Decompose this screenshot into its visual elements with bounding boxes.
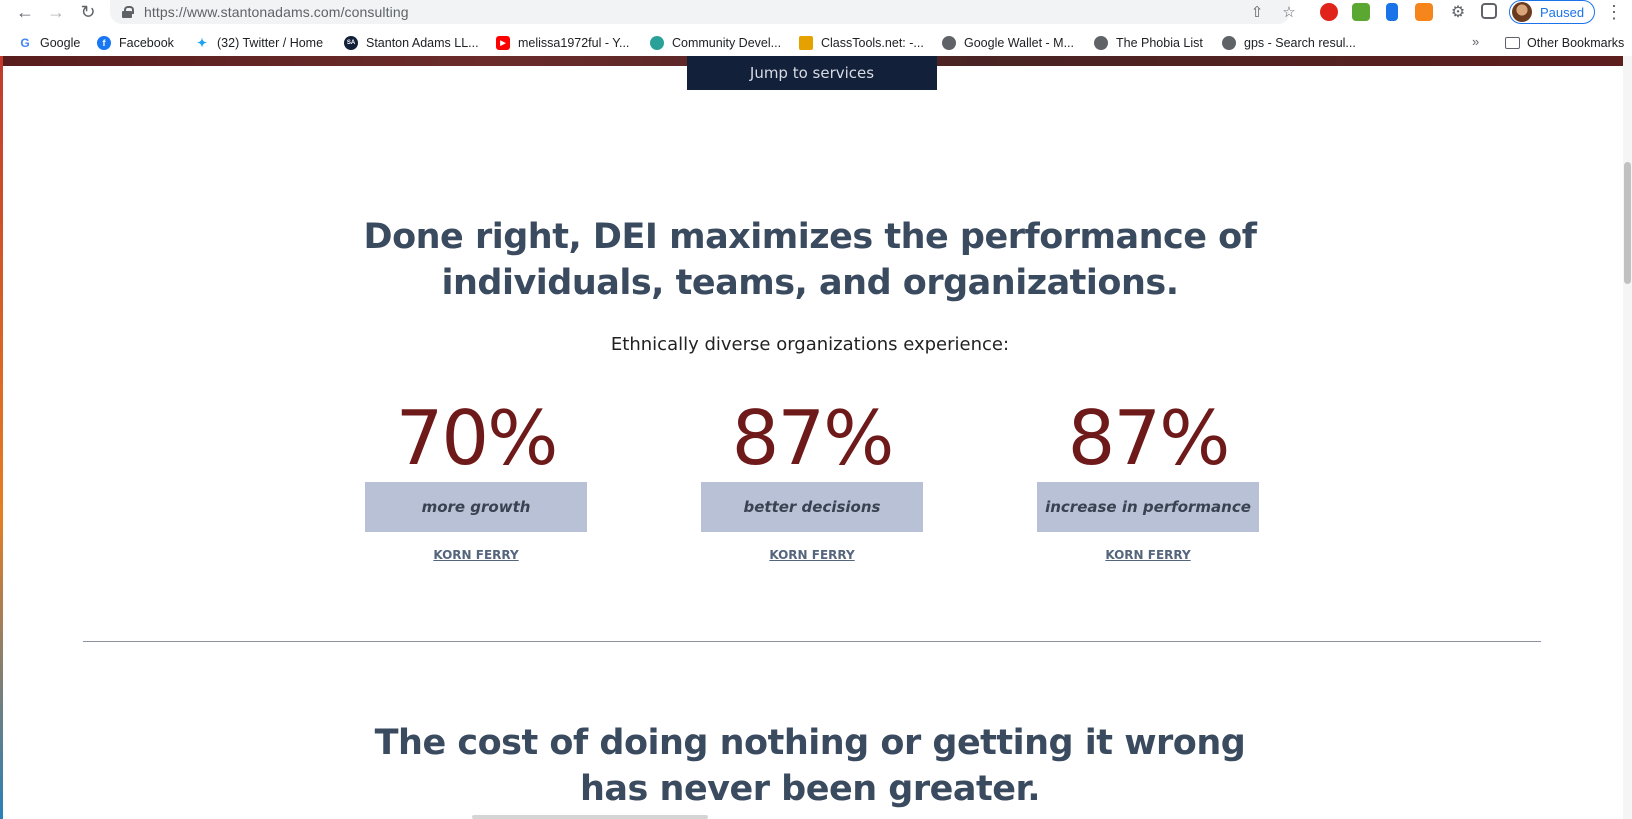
back-arrow-icon[interactable]: ←	[16, 1, 34, 22]
stat-value: 70%	[395, 394, 559, 482]
globe-icon	[1094, 36, 1108, 50]
side-panel-icon[interactable]	[1481, 3, 1497, 19]
lock-icon	[122, 5, 134, 18]
jump-to-services-button[interactable]: Jump to services	[687, 56, 937, 90]
stats-intro-text: Ethnically diverse organizations experie…	[610, 334, 1010, 355]
url-host: https://www.stantonadams.com	[144, 4, 341, 20]
document-extension-icon[interactable]	[1386, 3, 1398, 21]
stat-source-link[interactable]: KORN FERRY	[433, 548, 519, 562]
bookmark-google[interactable]: G Google	[18, 34, 80, 52]
share-icon[interactable]: ⇧	[1250, 4, 1264, 21]
headline-line: Done right, DEI maximizes the performanc…	[363, 217, 1257, 257]
other-bookmarks-label: Other Bookmarks	[1527, 36, 1625, 50]
headline-line: individuals, teams, and organizations.	[441, 263, 1179, 303]
url-path: /consulting	[340, 4, 409, 20]
bookmark-youtube[interactable]: ▶ melissa1972ful - Y...	[496, 34, 629, 52]
performance-headline: Done right, DEI maximizes the performanc…	[330, 214, 1290, 306]
bookmarks-bar: G Google f Facebook ✦ (32) Twitter / Home S…	[0, 30, 1632, 56]
bookmark-label: The Phobia List	[1116, 36, 1203, 50]
bookmark-star-icon[interactable]: ☆	[1282, 4, 1296, 21]
stat-source-link[interactable]: KORN FERRY	[1105, 548, 1191, 562]
bookmark-facebook[interactable]: f Facebook	[97, 34, 174, 52]
puzzle-extensions-icon[interactable]: ⚙	[1450, 4, 1466, 21]
more-menu-icon[interactable]: ⋮	[1605, 2, 1623, 22]
address-bar[interactable]: https://www.stantonadams.com/consulting …	[110, 0, 1296, 24]
left-edge-accent	[0, 56, 3, 819]
headline-line: has never been greater.	[579, 769, 1041, 809]
scrollbar-thumb[interactable]	[1624, 162, 1631, 284]
other-bookmarks[interactable]: Other Bookmarks	[1527, 34, 1624, 52]
twitter-icon: ✦	[195, 36, 209, 50]
bookmark-phobia-list[interactable]: The Phobia List	[1094, 34, 1203, 52]
stat-value: 87%	[1067, 394, 1231, 482]
facebook-icon: f	[97, 36, 111, 50]
bookmark-label: Google Wallet - M...	[964, 36, 1074, 50]
stanton-adams-icon: SA	[344, 36, 358, 50]
google-icon: G	[18, 36, 32, 50]
stat-card-growth: 70% more growth KORN FERRY	[365, 396, 587, 564]
stat-label: more growth	[365, 482, 587, 532]
stat-source-link[interactable]: KORN FERRY	[769, 548, 855, 562]
cost-headline: The cost of doing nothing or getting it …	[330, 720, 1290, 812]
stat-card-performance: 87% increase in performance KORN FERRY	[1037, 396, 1259, 564]
community-icon	[650, 36, 664, 50]
stat-label: better decisions	[701, 482, 923, 532]
classtools-icon	[799, 36, 813, 50]
bookmark-label: melissa1972ful - Y...	[518, 36, 630, 50]
url-text: https://www.stantonadams.com/consulting	[144, 4, 409, 20]
bookmark-community[interactable]: Community Devel...	[650, 34, 781, 52]
headline-line: The cost of doing nothing or getting it …	[374, 723, 1246, 763]
money-extension-icon[interactable]	[1352, 3, 1370, 21]
avatar	[1512, 2, 1532, 22]
adblock-extension-icon[interactable]	[1320, 3, 1338, 21]
profile-button[interactable]: Paused	[1509, 0, 1595, 24]
browser-toolbar: ← → ↻ https://www.stantonadams.com/consu…	[0, 0, 1632, 24]
stat-card-decisions: 87% better decisions KORN FERRY	[701, 396, 923, 564]
metamask-extension-icon[interactable]	[1415, 3, 1433, 21]
profile-status-label: Paused	[1540, 4, 1585, 20]
bookmark-label: ClassTools.net: -...	[821, 36, 924, 50]
page-viewport: Jump to services Done right, DEI maximiz…	[0, 56, 1632, 819]
section-divider	[83, 641, 1541, 642]
vertical-scrollbar[interactable]	[1623, 56, 1632, 819]
bookmark-label: Community Devel...	[672, 36, 782, 50]
bookmark-label: Stanton Adams LL...	[366, 36, 479, 50]
globe-icon	[942, 36, 956, 50]
bookmark-label: Google	[40, 36, 81, 50]
more-bookmarks-chevron-icon[interactable]: »	[1472, 34, 1480, 49]
globe-icon	[1222, 36, 1236, 50]
stat-label: increase in performance	[1037, 482, 1259, 532]
forward-arrow-icon[interactable]: →	[47, 1, 65, 22]
bookmark-twitter[interactable]: ✦ (32) Twitter / Home	[195, 34, 323, 52]
bookmark-label: gps - Search resul...	[1244, 36, 1356, 50]
bookmark-google-wallet[interactable]: Google Wallet - M...	[942, 34, 1074, 52]
reload-icon[interactable]: ↻	[80, 1, 96, 22]
folder-icon	[1505, 37, 1520, 49]
horizontal-scrollbar-thumb[interactable]	[472, 815, 708, 819]
bookmark-label: (32) Twitter / Home	[217, 36, 324, 50]
youtube-icon: ▶	[496, 36, 510, 50]
bookmark-label: Facebook	[119, 36, 174, 50]
bookmark-gps-search[interactable]: gps - Search resul...	[1222, 34, 1356, 52]
bookmark-stanton-adams[interactable]: SA Stanton Adams LL...	[344, 34, 479, 52]
stat-value: 87%	[731, 394, 895, 482]
bookmark-classtools[interactable]: ClassTools.net: -...	[799, 34, 924, 52]
